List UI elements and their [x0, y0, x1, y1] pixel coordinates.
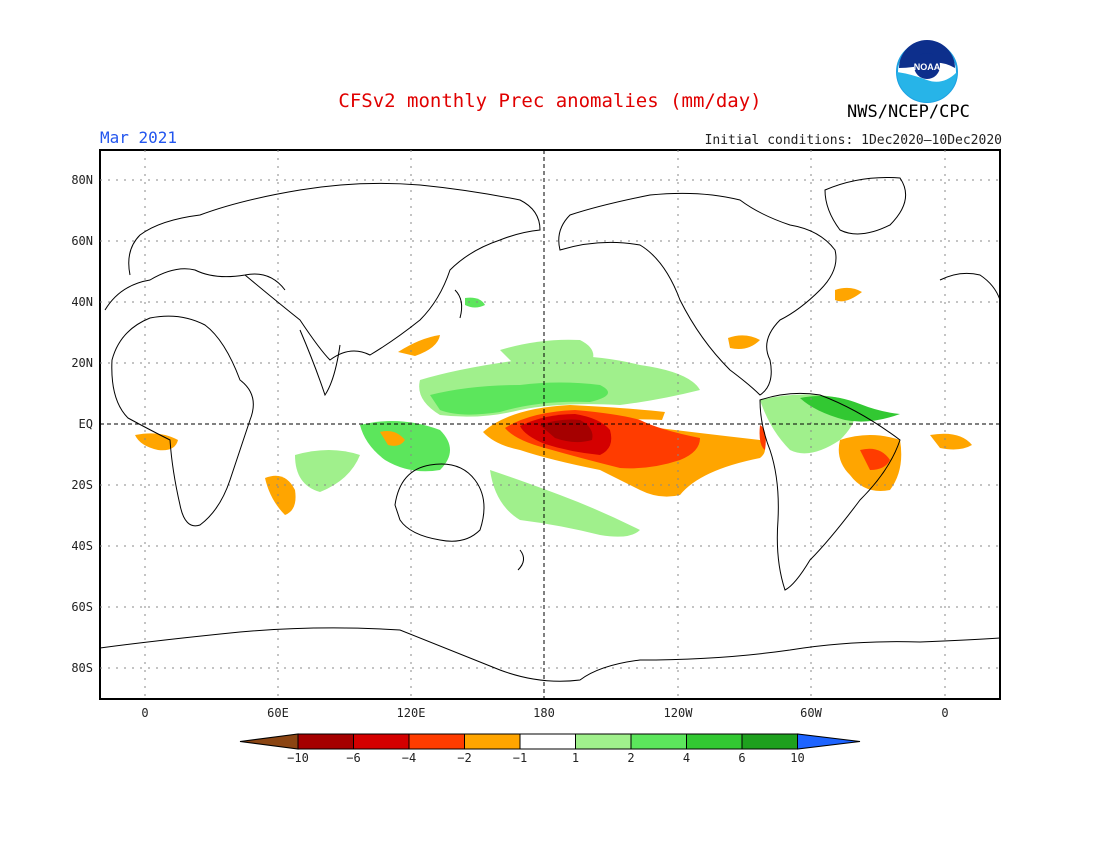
lon-label: 120W: [664, 706, 694, 720]
initial-conditions-label: Initial conditions: 1Dec2020–10Dec2020: [704, 133, 1002, 148]
lon-label: 120E: [397, 706, 426, 720]
colorbar-swatch: [408, 733, 465, 750]
colorbar-label: −6: [346, 751, 360, 765]
noaa-logo-text: NOAA: [914, 62, 941, 72]
lat-label: 40N: [71, 295, 93, 309]
colorbar-label: −10: [287, 751, 309, 765]
colorbar-swatch: [519, 733, 576, 750]
colorbar-label: −1: [513, 751, 527, 765]
valid-month-label: Mar 2021: [100, 128, 178, 147]
colorbar-swatch: [464, 733, 521, 750]
coastlines: [99, 177, 1001, 682]
colorbar-swatch: [353, 733, 410, 750]
lat-label: 60N: [71, 234, 93, 248]
colorbar-swatch: [686, 733, 743, 750]
graticule: [100, 150, 1000, 699]
lat-label: 80S: [71, 661, 93, 675]
lon-label: 60E: [267, 706, 289, 720]
colorbar-label: 1: [572, 751, 579, 765]
colorbar-swatch: [630, 733, 687, 750]
lon-label: 180: [533, 706, 555, 720]
lat-label: 60S: [71, 600, 93, 614]
colorbar-label: 4: [683, 751, 690, 765]
colorbar-arrow-left: [239, 733, 299, 750]
lat-label: 20N: [71, 356, 93, 370]
colorbar-label: 10: [790, 751, 804, 765]
lat-label: EQ: [79, 417, 93, 431]
colorbar-label: 2: [627, 751, 634, 765]
map-title: CFSv2 monthly Prec anomalies (mm/day): [338, 90, 762, 112]
colorbar-swatch: [741, 733, 798, 750]
lon-label: 0: [141, 706, 148, 720]
lat-label: 40S: [71, 539, 93, 553]
colorbar-swatch: [575, 733, 632, 750]
agency-label: NWS/NCEP/CPC: [847, 102, 970, 122]
colorbar-swatch: [297, 733, 354, 750]
equator-dateline: [100, 150, 1000, 699]
lat-label: 80N: [71, 173, 93, 187]
colorbar: −10 −6 −4 −2 −1 1 2 4 6 10: [239, 733, 861, 765]
noaa-logo: NOAA: [896, 40, 958, 103]
lat-label: 20S: [71, 478, 93, 492]
colorbar-label: 6: [738, 751, 745, 765]
lon-label: 0: [941, 706, 948, 720]
anomaly-shading: [135, 287, 972, 537]
colorbar-label: −2: [457, 751, 471, 765]
colorbar-label: −4: [402, 751, 416, 765]
lon-label: 60W: [800, 706, 822, 720]
colorbar-arrow-right: [797, 733, 861, 750]
